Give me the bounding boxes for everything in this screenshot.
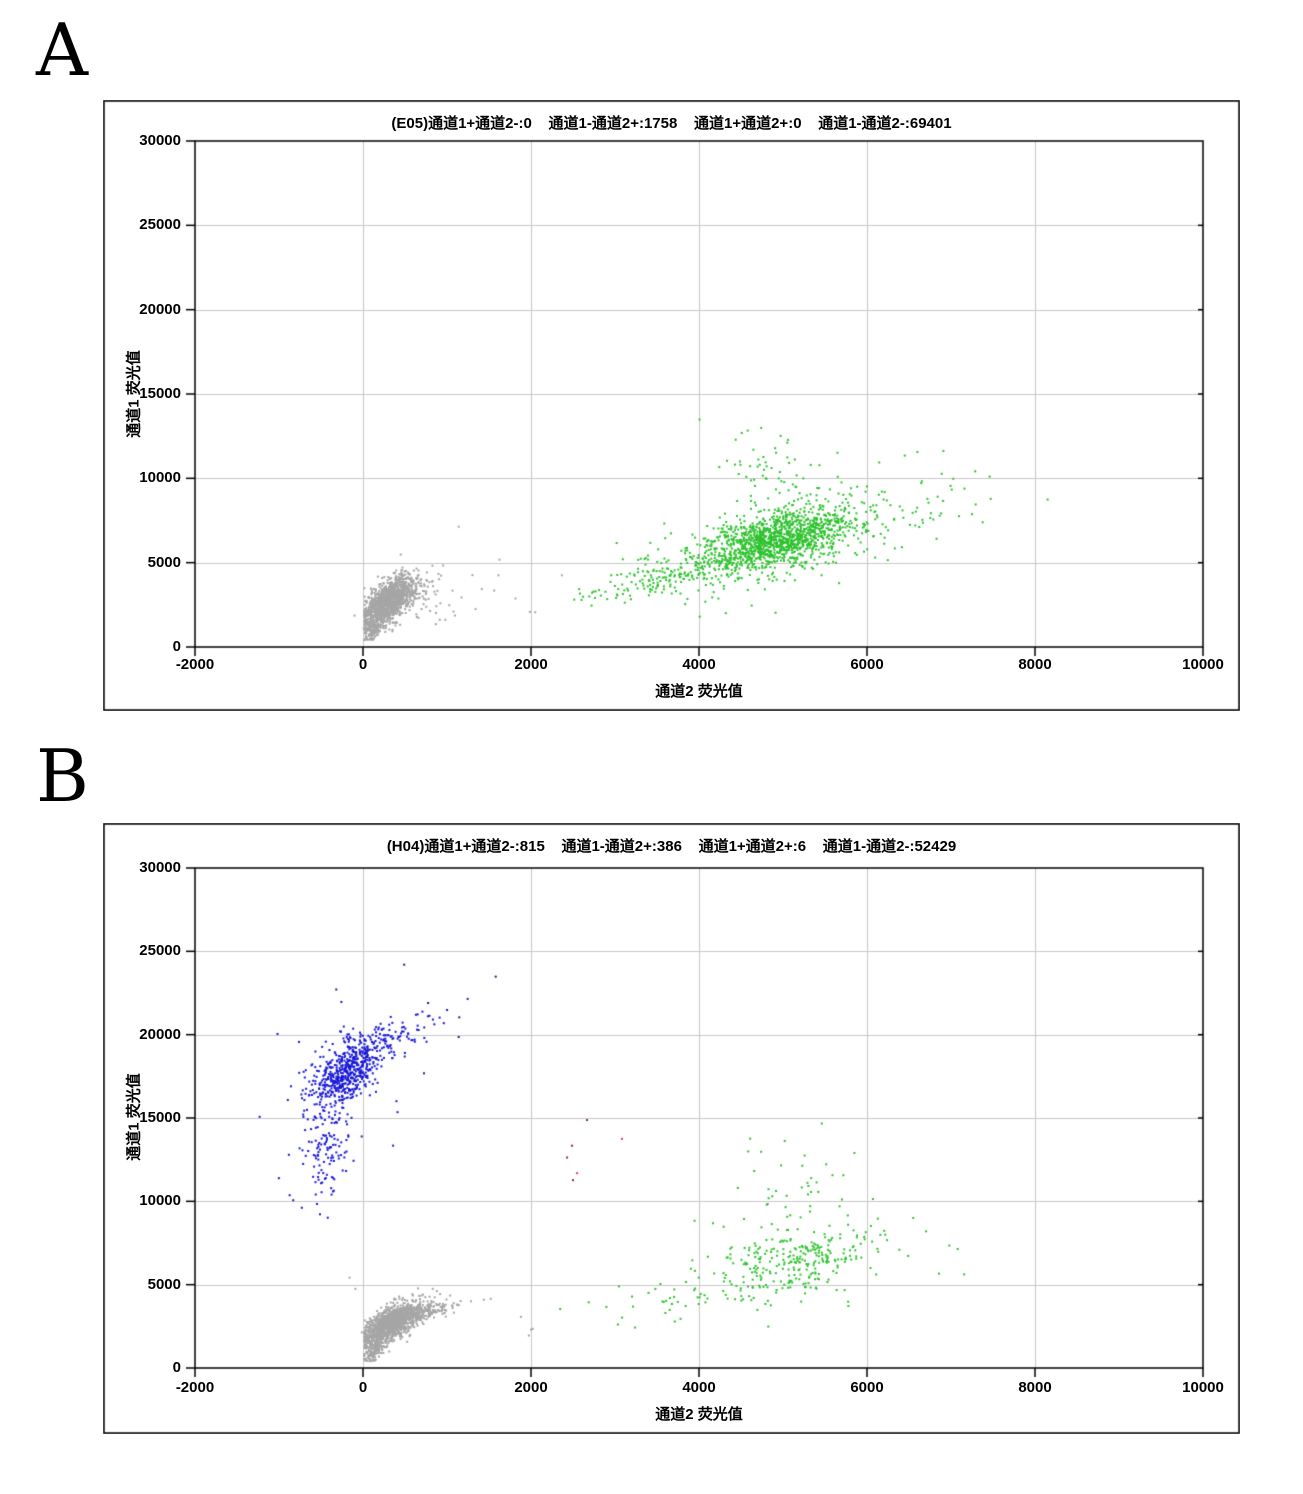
y-tick-label: 30000 xyxy=(139,859,181,876)
y-tick-label: 25000 xyxy=(139,216,181,234)
figure-b-x-axis-title: 通道2 荧光值 xyxy=(655,1406,743,1423)
scatter-figure-b: (H04)通道1+通道2-:815 通道1-通道2+:386 通道1+通道2+:… xyxy=(103,823,1240,1434)
y-tick-label: 25000 xyxy=(139,942,181,960)
panel-label-b: B xyxy=(36,734,89,818)
y-tick-label: 30000 xyxy=(139,132,181,149)
y-tick-label: 0 xyxy=(172,638,181,655)
x-tick-label: 2000 xyxy=(514,656,548,673)
x-tick-label: 4000 xyxy=(682,656,716,673)
y-tick-label: 20000 xyxy=(139,1025,181,1043)
y-tick-label: 20000 xyxy=(139,300,181,318)
scatter-figure-a: (E05)通道1+通道2-:0 通道1-通道2+:1758 通道1+通道2+:0… xyxy=(103,100,1240,711)
scatter-canvas-a xyxy=(103,100,1240,711)
y-tick-label: 10000 xyxy=(139,1192,181,1210)
x-tick-label: 4000 xyxy=(682,1379,716,1396)
y-tick-label: 5000 xyxy=(147,553,181,571)
x-tick-label: 8000 xyxy=(1018,656,1052,673)
figure-a-title: (E05)通道1+通道2-:0 通道1-通道2+:1758 通道1+通道2+:0… xyxy=(391,115,952,132)
figure-a-x-axis-title: 通道2 荧光值 xyxy=(655,683,743,700)
x-tick-label: -2000 xyxy=(175,1379,215,1396)
panel-label-a: A xyxy=(36,8,88,92)
x-tick-label: 8000 xyxy=(1018,1379,1052,1396)
x-tick-label: 6000 xyxy=(850,1379,884,1396)
y-tick-label: 5000 xyxy=(147,1275,181,1293)
x-tick-label: 10000 xyxy=(1182,656,1224,673)
x-tick-label: 0 xyxy=(358,1379,368,1396)
x-tick-label: 2000 xyxy=(514,1379,548,1396)
y-tick-label: 15000 xyxy=(139,385,181,402)
x-tick-label: 10000 xyxy=(1182,1379,1224,1396)
y-tick-label: 10000 xyxy=(139,469,181,487)
x-tick-label: 0 xyxy=(358,656,368,673)
x-tick-label: 6000 xyxy=(850,656,884,673)
y-tick-label: 0 xyxy=(172,1359,181,1376)
figure-b-title: (H04)通道1+通道2-:815 通道1-通道2+:386 通道1+通道2+:… xyxy=(386,838,957,855)
x-tick-label: -2000 xyxy=(175,656,215,673)
scatter-canvas-b xyxy=(103,823,1240,1434)
y-tick-label: 15000 xyxy=(139,1109,181,1126)
